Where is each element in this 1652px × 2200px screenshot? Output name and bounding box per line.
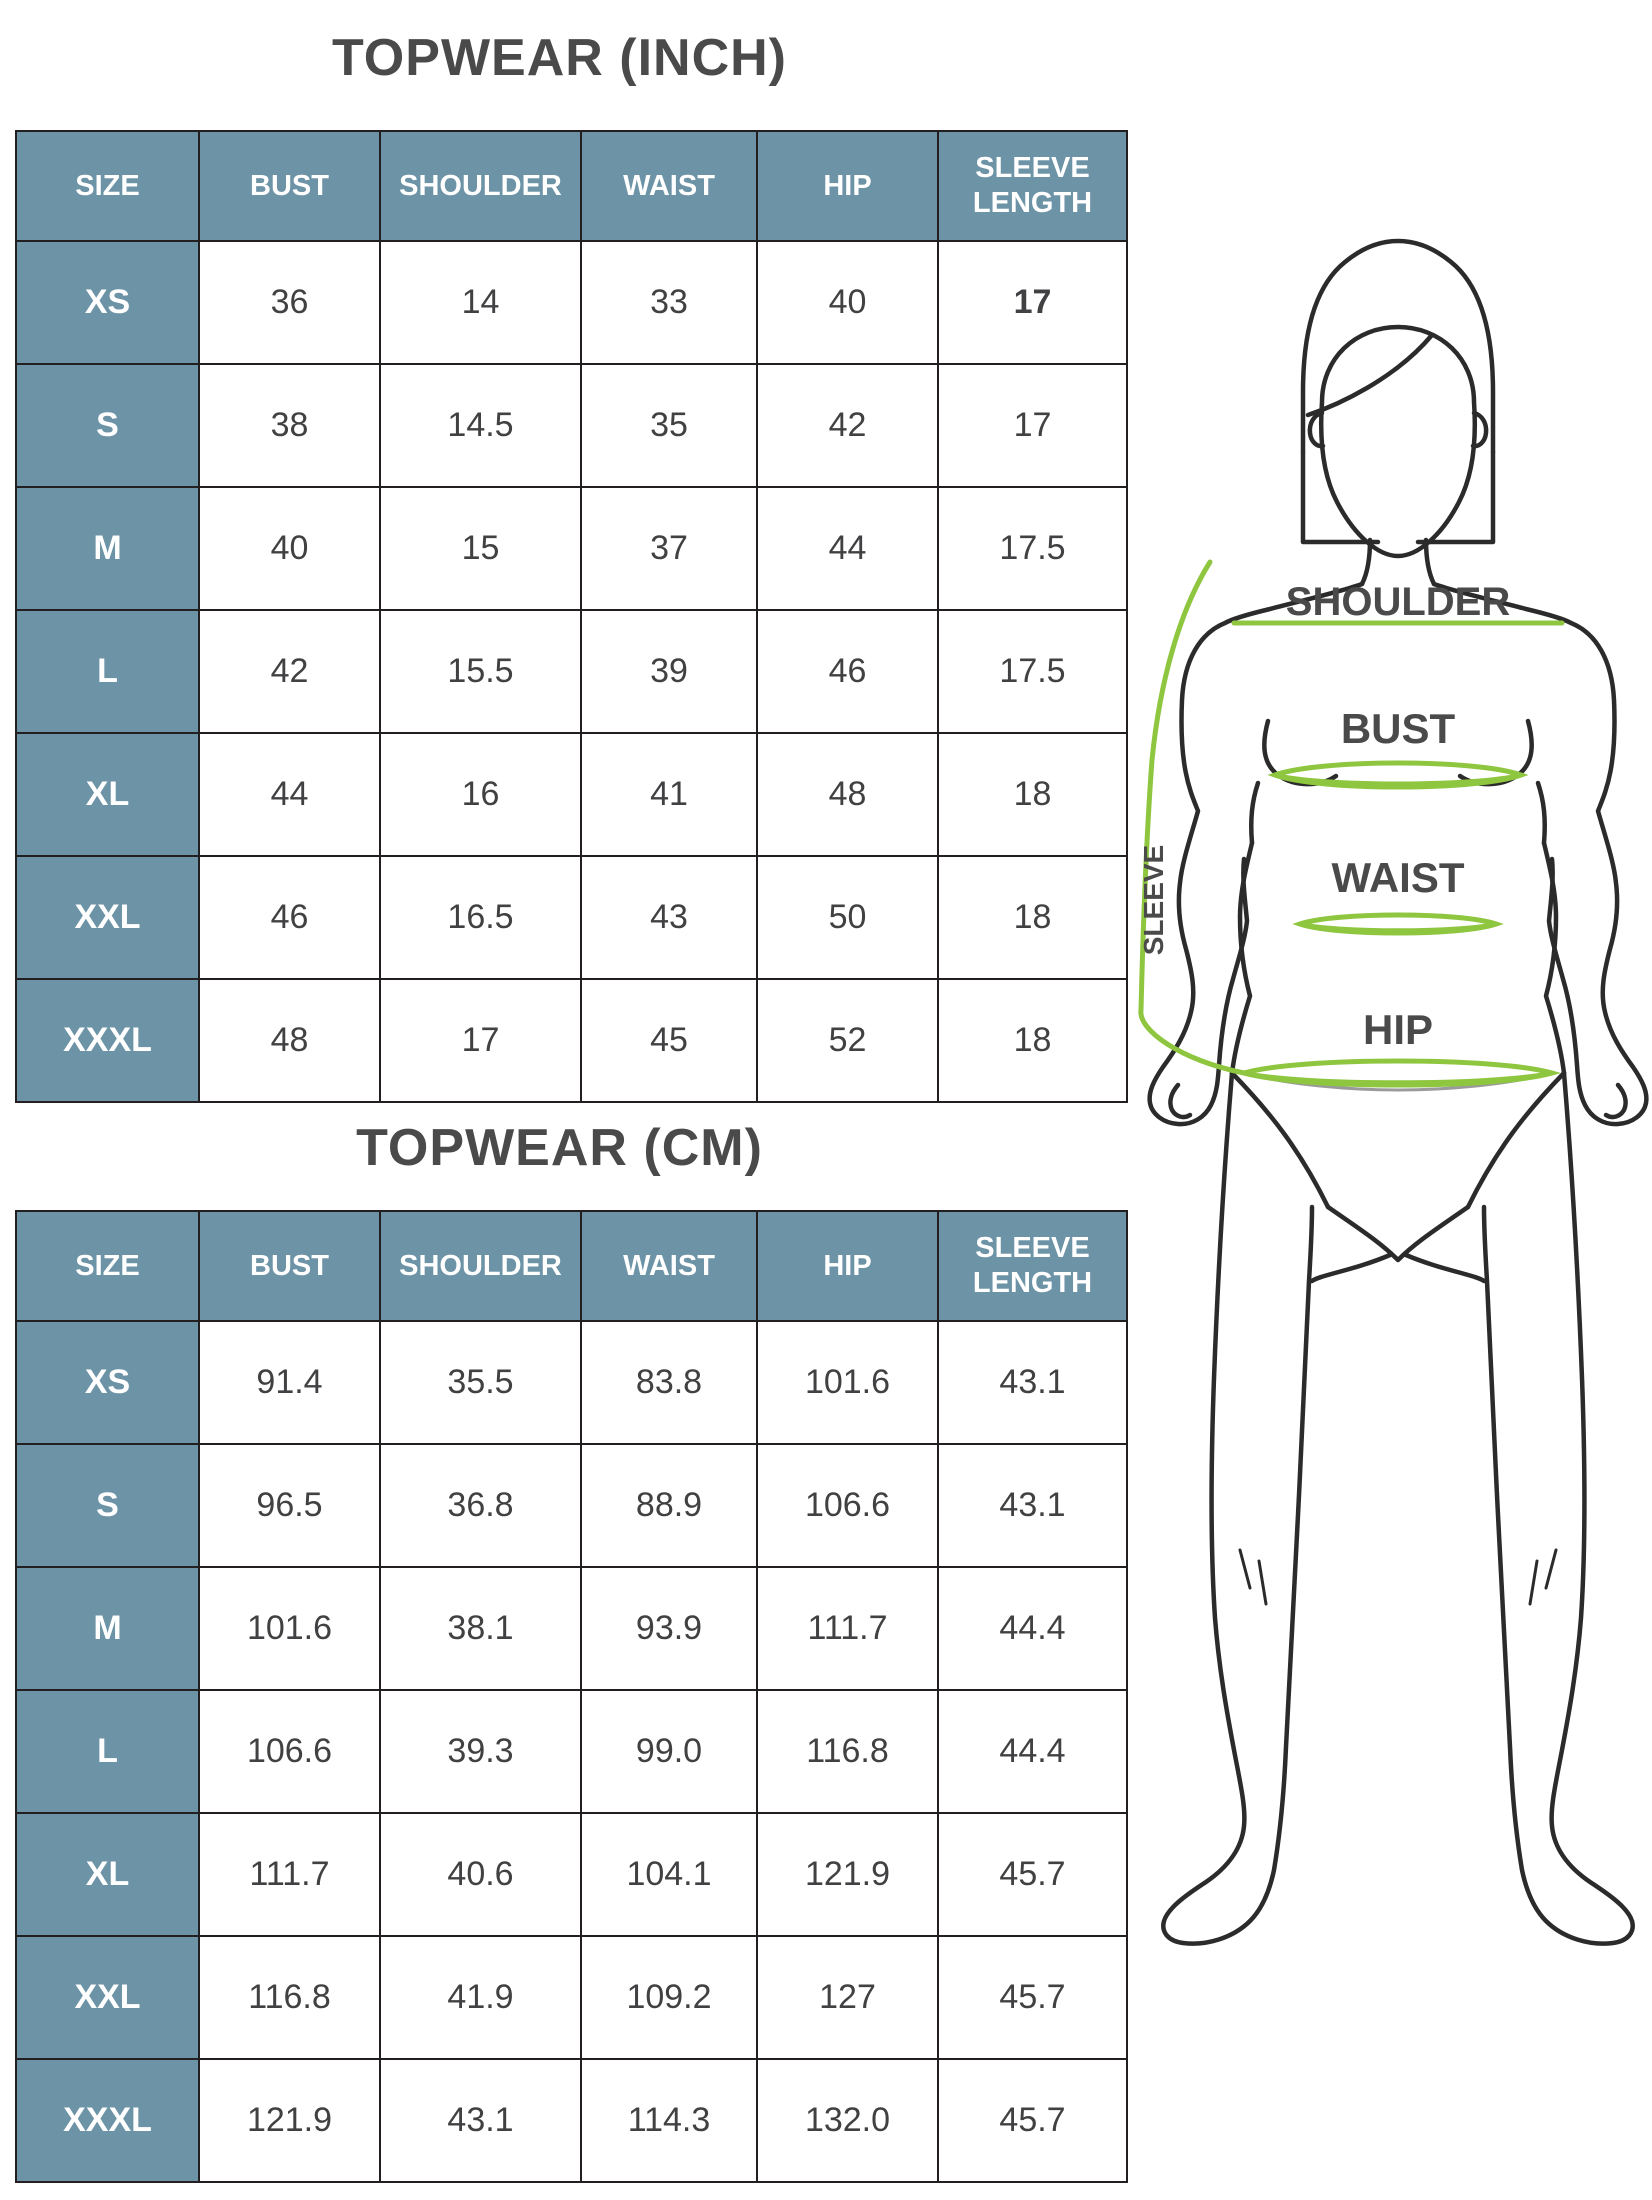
svg-text:SLEEVE: SLEEVE — [1138, 845, 1169, 955]
svg-text:WAIST: WAIST — [1332, 854, 1465, 901]
svg-text:BUST: BUST — [1341, 705, 1456, 752]
svg-text:HIP: HIP — [1363, 1006, 1433, 1053]
svg-text:SHOULDER: SHOULDER — [1286, 580, 1511, 624]
